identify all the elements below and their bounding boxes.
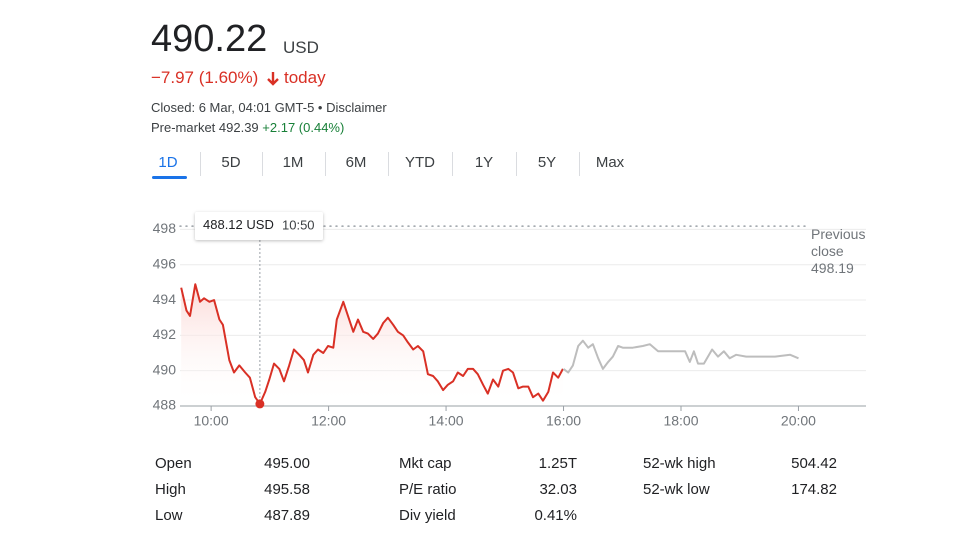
tab-separator [388, 152, 389, 176]
stat-value: 174.82 [791, 481, 837, 498]
x-tick-label: 12:00 [311, 413, 346, 429]
area [181, 284, 563, 406]
range-tab[interactable]: YTD [405, 154, 435, 171]
price-change: −7.97 (1.60%) [151, 68, 259, 87]
range-tab[interactable]: Max [595, 154, 625, 171]
stat-value: 495.00 [264, 455, 310, 472]
hover-point [255, 399, 265, 409]
change-period: today [284, 68, 326, 87]
tooltip-value: 488.12 [203, 217, 243, 232]
y-tick-label: 490 [153, 361, 177, 377]
stat-value: 1.25T [538, 455, 577, 472]
tooltip [195, 212, 323, 240]
y-tick-label: 498 [153, 220, 177, 236]
previous-close-text: Previous close [811, 226, 866, 259]
y-tick-label: 494 [153, 291, 177, 307]
tab-separator [199, 152, 201, 176]
tab-separator [515, 152, 517, 176]
tooltip-unit: USD [246, 217, 273, 232]
premarket-change: +2.17 (0.44%) [262, 120, 345, 135]
price: 490.22 [151, 18, 268, 60]
x-tick-label: 20:00 [781, 413, 816, 429]
down-arrow-icon [267, 72, 279, 86]
premarket-price: Pre-market 492.39 [151, 120, 259, 135]
range-tab[interactable]: 1M [282, 154, 304, 171]
stat-value: 0.41% [534, 507, 577, 524]
range-tab[interactable]: 6M [345, 154, 367, 171]
stat-label: P/E ratio [399, 481, 457, 498]
tooltip-time: 10:50 [282, 217, 315, 232]
stat-label: High [155, 481, 186, 498]
y-tick-label: 496 [153, 255, 177, 271]
range-tab[interactable]: 1D [158, 154, 178, 171]
price-line [562, 339, 799, 374]
price-line [180, 283, 564, 405]
stat-value: 495.58 [264, 481, 310, 498]
stat-value: 504.42 [791, 455, 837, 472]
currency: USD [283, 38, 319, 57]
stat-value: 32.03 [539, 481, 577, 498]
tab-separator [262, 152, 263, 176]
tab-separator [578, 152, 580, 176]
stat-label: Open [155, 455, 192, 472]
stat-label: Div yield [399, 507, 456, 524]
premarket: Pre-market 492.39 +2.17 (0.44%) [151, 120, 344, 135]
y-tick-label: 492 [153, 326, 177, 342]
stat-label: Mkt cap [399, 455, 452, 472]
previous-close-label: Previous close 498.19 [811, 226, 873, 277]
tooltip-price: 488.12 USD [203, 217, 274, 232]
tab-separator [324, 152, 326, 176]
x-tick-label: 10:00 [194, 413, 229, 429]
closed-info[interactable]: Closed: 6 Mar, 04:01 GMT-5 • Disclaimer [151, 100, 387, 115]
stat-label: 52-wk high [643, 455, 716, 472]
x-tick-label: 18:00 [663, 413, 698, 429]
tab-separator [452, 152, 453, 176]
stat-label: Low [155, 507, 183, 524]
x-tick-label: 16:00 [546, 413, 581, 429]
range-tab[interactable]: 5D [221, 154, 241, 171]
y-tick-label: 488 [153, 397, 177, 413]
range-tab[interactable]: 1Y [474, 154, 494, 171]
x-tick-label: 14:00 [429, 413, 464, 429]
active-tab-indicator [152, 176, 187, 179]
stat-value: 487.89 [264, 507, 310, 524]
stat-label: 52-wk low [643, 481, 710, 498]
range-tab[interactable]: 5Y [537, 154, 557, 171]
previous-close-value: 498.19 [811, 260, 854, 276]
